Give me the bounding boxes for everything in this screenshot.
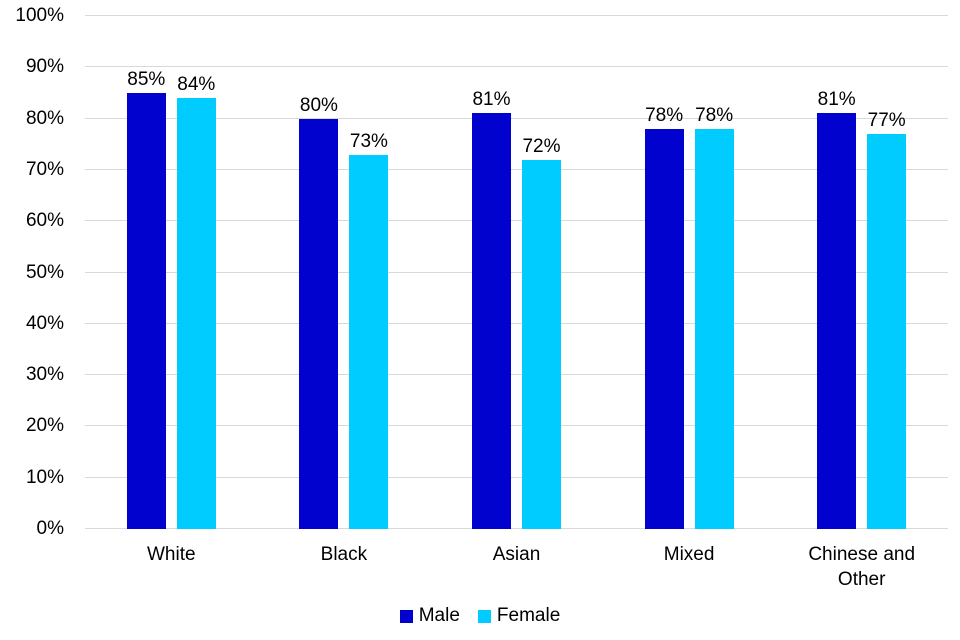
gridline [85,220,948,222]
bar-male: 80% [299,95,339,529]
bar-value-label: 77% [867,110,906,131]
gridline [85,374,948,376]
gridline [85,528,948,529]
bar-group: 85% 84% [126,16,216,529]
x-axis-category-label: Black [320,544,368,565]
bar-group: 81% 72% [472,16,561,529]
x-axis-category-label: Asian [492,544,541,565]
gridline [85,271,948,273]
bar-value-label: 81% [472,89,511,111]
bar-female: 72% [522,136,561,529]
gridline [85,476,948,478]
gridline [85,168,948,170]
y-axis-tick-label: 0% [36,518,64,539]
legend-label: Female [496,605,561,626]
y-axis-tick-label: 70% [25,158,64,180]
legend-item-male: Male [399,605,460,627]
y-axis-tick-label: 100% [15,5,64,26]
bar-male: 78% [644,105,684,529]
bar-value-label: 81% [817,89,856,111]
bar-female: 84% [176,74,216,529]
bar-female: 77% [867,110,907,529]
bar-group: 81% 77% [817,16,907,529]
legend: Male Female [0,603,960,629]
legend-label: Male [418,605,460,626]
y-axis-tick-label: 50% [25,261,64,283]
y-axis-tick-label: 10% [25,466,64,488]
y-axis-tick-label: 40% [25,312,64,334]
y-axis-tick-label: 80% [25,107,64,129]
bar-group: 78% 78% [644,16,734,529]
bar-value-label: 72% [522,135,561,157]
x-axis-category-label: Mixed [663,544,715,565]
legend-swatch-icon [399,609,413,623]
gridline [85,425,948,427]
y-axis-tick-label: 30% [25,364,64,386]
bar-group: 80% 73% [299,16,389,529]
x-axis-labels: White Black Asian Mixed Chinese and Other [85,542,948,594]
bar-value-label: 78% [645,104,684,126]
legend-swatch-icon [477,609,491,623]
bar-female: 78% [694,105,734,529]
bar-male: 85% [126,69,166,529]
x-axis-category-label: White [147,544,196,565]
bar-female: 73% [349,131,389,529]
gridline [85,117,948,119]
bar-value-label: 80% [299,94,338,116]
bar-value-label: 85% [127,68,166,90]
gridline [85,322,948,324]
gridline [85,15,948,16]
y-axis-tick-label: 60% [25,210,64,232]
plot-area: 85% 84% 80% 73% 81% 72% 78% 78% 81% 77% [85,15,948,529]
bar-value-label: 84% [177,74,216,96]
bar-value-label: 73% [349,130,388,152]
legend-item-female: Female [477,605,561,627]
gridline [85,66,948,68]
x-axis-category-label: Chinese and Other [808,544,916,590]
bar-value-label: 78% [695,104,734,126]
y-axis-tick-label: 20% [25,415,64,437]
bar-male: 81% [817,89,857,529]
y-axis-tick-label: 90% [25,56,64,78]
bar-male: 81% [472,89,511,529]
